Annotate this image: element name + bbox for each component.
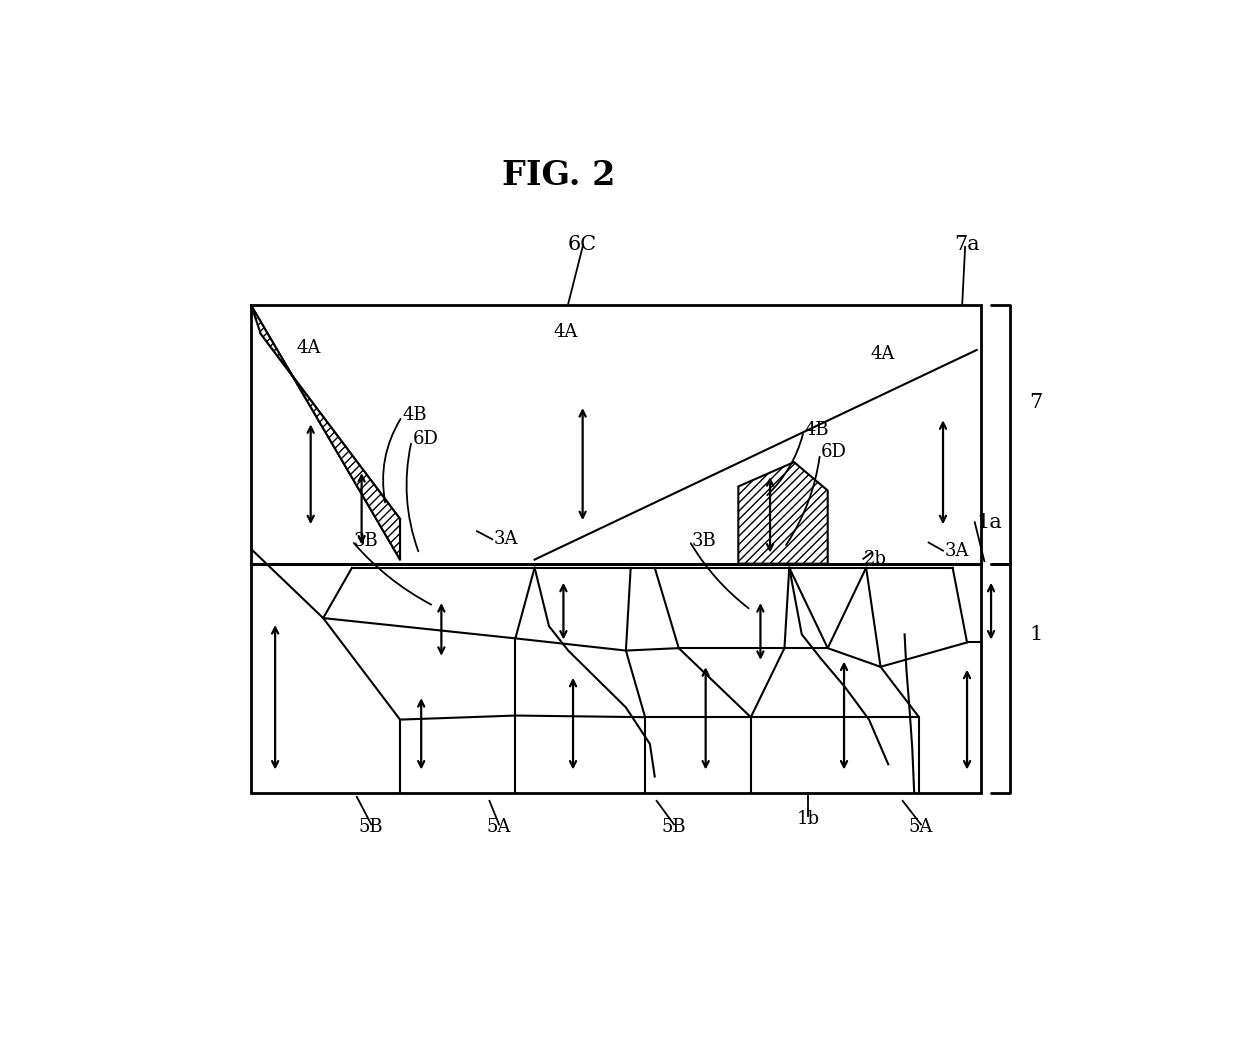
Text: 6C: 6C (568, 235, 598, 254)
Text: 6D: 6D (413, 430, 439, 448)
Text: 5A: 5A (487, 818, 511, 836)
Text: 1b: 1b (797, 810, 820, 828)
Text: 3B: 3B (353, 532, 378, 550)
Text: 3B: 3B (691, 532, 715, 550)
Text: 5A: 5A (909, 818, 934, 836)
Polygon shape (250, 305, 401, 559)
Text: 5B: 5B (662, 818, 686, 836)
Text: 4A: 4A (870, 345, 895, 363)
Text: 3A: 3A (945, 541, 970, 559)
Text: 4A: 4A (554, 323, 578, 341)
Text: 4B: 4B (403, 406, 428, 424)
Text: FIG. 2: FIG. 2 (502, 159, 615, 192)
Polygon shape (738, 462, 828, 563)
Text: 3A: 3A (494, 531, 518, 549)
Text: 1: 1 (1029, 625, 1043, 644)
Text: 5B: 5B (358, 818, 383, 836)
Text: 4B: 4B (805, 421, 830, 439)
Text: 7a: 7a (955, 235, 980, 254)
Text: 2b: 2b (864, 550, 887, 568)
FancyBboxPatch shape (250, 305, 982, 792)
Text: 6D: 6D (821, 442, 847, 461)
Text: 4A: 4A (296, 340, 321, 358)
Text: 1a: 1a (977, 513, 1002, 532)
Text: 7: 7 (1029, 394, 1043, 413)
